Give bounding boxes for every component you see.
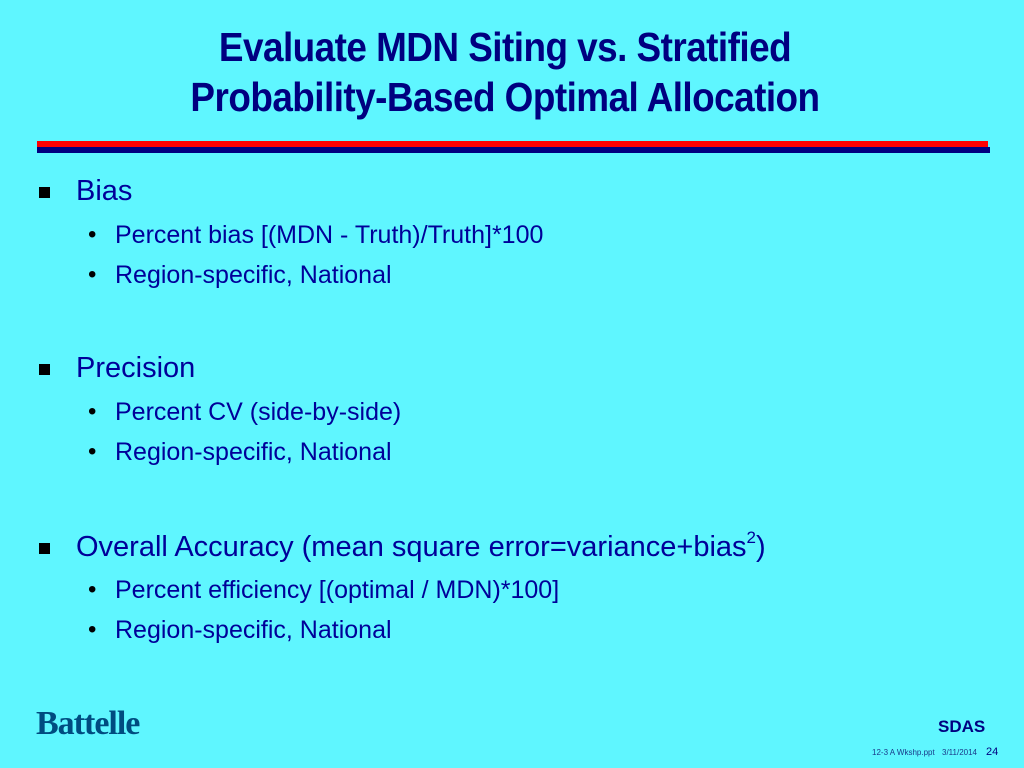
heading-text: Overall Accuracy (mean square error=vari…	[76, 531, 747, 563]
org-label: SDAS	[938, 717, 986, 736]
dot-bullet-icon: •	[88, 576, 97, 603]
dot-bullet-icon: •	[88, 221, 97, 248]
sub-bullet-text: Percent CV (side-by-side)	[115, 398, 402, 426]
sub-bullet-text: Region-specific, National	[115, 616, 392, 644]
square-bullet-icon	[39, 187, 50, 198]
sub-bullet-text: Region-specific, National	[115, 438, 392, 466]
dot-bullet-icon: •	[88, 438, 97, 465]
bullet-heading: Overall Accuracy (mean square error=vari…	[76, 528, 766, 564]
square-bullet-icon	[39, 364, 50, 375]
dot-bullet-icon: •	[88, 261, 97, 288]
page-number: 24	[986, 746, 999, 758]
battelle-logo: Battelle	[36, 705, 140, 742]
sub-bullet-text: Percent efficiency [(optimal / MDN)*100]	[115, 576, 560, 604]
bullet-heading: Precision	[76, 352, 196, 384]
title-divider-red	[37, 141, 988, 147]
slide-title-line-1: Evaluate MDN Siting vs. Stratified	[218, 24, 792, 70]
footer-date: 3/11/2014	[942, 748, 977, 757]
sub-bullet-text: Region-specific, National	[115, 261, 392, 289]
footer-filename: 12-3 A Wkshp.ppt	[872, 748, 935, 757]
sub-bullet-text: Percent bias [(MDN - Truth)/Truth]*100	[115, 221, 544, 249]
heading-suffix: )	[756, 531, 766, 563]
superscript-exponent: 2	[746, 528, 756, 547]
slide-title-line-2: Probability-Based Optimal Allocation	[190, 74, 820, 120]
dot-bullet-icon: •	[88, 616, 97, 643]
title-divider-navy	[37, 147, 990, 153]
square-bullet-icon	[39, 543, 50, 554]
dot-bullet-icon: •	[88, 398, 97, 425]
slide-title: Evaluate MDN Siting vs. Stratified Proba…	[51, 22, 960, 122]
bullet-heading: Bias	[76, 175, 133, 207]
